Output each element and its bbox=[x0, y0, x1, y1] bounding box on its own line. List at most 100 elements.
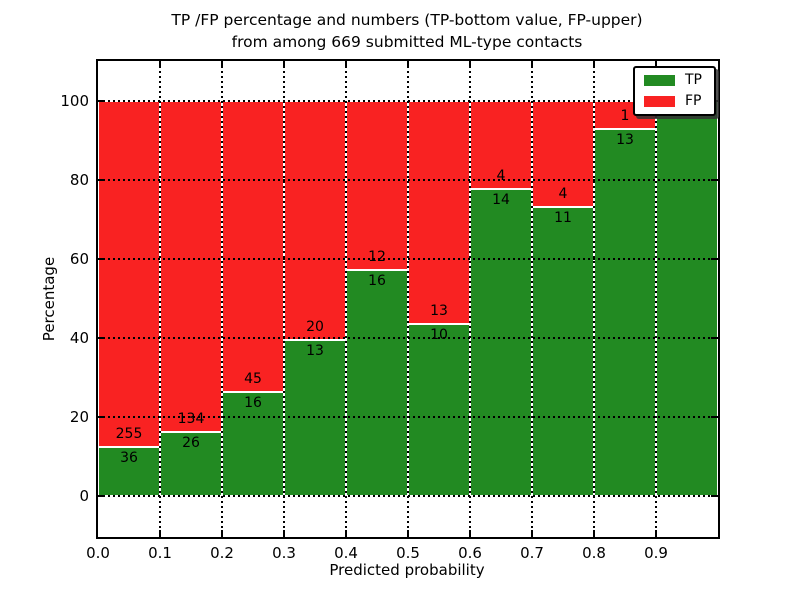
fp-count-label: 13 bbox=[430, 303, 448, 320]
x-tick-mark-top bbox=[655, 61, 657, 68]
fp-count-label: 4 bbox=[496, 167, 506, 184]
bar-tp-segment bbox=[656, 101, 718, 496]
v-gridline bbox=[531, 61, 533, 537]
x-tick-mark-bottom bbox=[283, 530, 285, 537]
y-tick-mark-left bbox=[98, 100, 105, 103]
v-gridline bbox=[593, 61, 595, 537]
x-tick-mark-bottom bbox=[655, 530, 657, 537]
v-gridline bbox=[407, 61, 409, 537]
x-tick-mark-top bbox=[159, 61, 161, 68]
legend-entry-fp: FP bbox=[644, 94, 702, 109]
tp-count-label: 36 bbox=[120, 450, 138, 467]
x-tick-label: 0.5 bbox=[396, 544, 420, 562]
bar-fp-segment bbox=[284, 101, 346, 341]
legend-label-tp: TP bbox=[685, 72, 702, 88]
fp-count-label: 255 bbox=[115, 426, 143, 443]
bar-tp-segment bbox=[346, 270, 408, 496]
x-tick-mark-top bbox=[345, 61, 347, 68]
y-tick-mark-left bbox=[98, 337, 105, 340]
v-gridline bbox=[283, 61, 285, 537]
legend-label-fp: FP bbox=[685, 93, 702, 109]
bar-tp-segment bbox=[284, 340, 346, 496]
tp-count-label: 16 bbox=[244, 395, 262, 412]
fp-swatch-icon bbox=[644, 96, 675, 107]
y-tick-mark-right bbox=[711, 258, 718, 261]
x-tick-mark-top bbox=[283, 61, 285, 68]
fp-count-label: 4 bbox=[558, 185, 568, 202]
legend-entry-tp: TP bbox=[644, 73, 702, 88]
y-tick-mark-left bbox=[98, 494, 105, 497]
bar-fp-segment bbox=[408, 101, 470, 325]
tp-count-label: 26 bbox=[182, 434, 200, 451]
y-tick-label: 100 bbox=[60, 92, 89, 111]
v-gridline bbox=[469, 61, 471, 537]
bar-fp-segment bbox=[98, 101, 160, 448]
tp-count-label: 13 bbox=[616, 132, 634, 149]
tp-count-label: 16 bbox=[368, 273, 386, 290]
y-axis-label: Percentage bbox=[40, 256, 58, 342]
x-tick-label: 0.9 bbox=[644, 544, 668, 562]
y-tick-label: 20 bbox=[69, 408, 89, 426]
x-tick-mark-bottom bbox=[593, 530, 595, 537]
tp-count-label: 14 bbox=[492, 191, 510, 208]
tp-count-label: 10 bbox=[430, 327, 448, 344]
v-gridline bbox=[221, 61, 223, 537]
y-tick-mark-right bbox=[711, 416, 718, 418]
bar-tp-segment bbox=[408, 324, 470, 496]
x-tick-label: 0.6 bbox=[458, 544, 482, 562]
x-tick-mark-bottom bbox=[221, 530, 223, 537]
y-tick-label: 60 bbox=[69, 250, 89, 269]
bar-fp-segment bbox=[160, 101, 222, 432]
x-tick-label: 0.0 bbox=[86, 544, 110, 562]
bar-fp-segment bbox=[222, 101, 284, 393]
bar-tp-segment bbox=[532, 206, 594, 496]
bar-fp-segment bbox=[346, 101, 408, 271]
x-tick-mark-bottom bbox=[407, 530, 409, 537]
x-tick-label: 0.7 bbox=[520, 544, 544, 562]
chart-title: TP /FP percentage and numbers (TP-bottom… bbox=[0, 9, 800, 53]
x-tick-mark-top bbox=[221, 61, 223, 68]
x-tick-mark-bottom bbox=[469, 530, 471, 537]
y-tick-label: 80 bbox=[69, 171, 89, 190]
x-axis-label: Predicted probability bbox=[329, 561, 485, 579]
y-tick-mark-left bbox=[98, 179, 105, 182]
x-tick-mark-top bbox=[469, 61, 471, 68]
x-tick-mark-bottom bbox=[159, 530, 161, 537]
bar-tp-segment bbox=[160, 431, 222, 496]
fp-count-label: 45 bbox=[244, 371, 262, 388]
fp-count-label: 1 bbox=[620, 108, 630, 125]
fp-count-label: 20 bbox=[306, 319, 324, 336]
bar-tp-segment bbox=[594, 129, 656, 496]
bar-tp-segment bbox=[98, 447, 160, 496]
x-tick-mark-top bbox=[531, 61, 533, 68]
x-tick-label: 0.3 bbox=[272, 544, 296, 562]
chart-title-line2: from among 669 submitted ML-type contact… bbox=[231, 33, 583, 51]
y-tick-mark-left bbox=[98, 416, 105, 418]
plot-area: TP FP 255 36 134 26 45 16 20 13 12 16 13 10 4 14 4 11 1 1… bbox=[60, 59, 720, 562]
x-tick-label: 0.2 bbox=[210, 544, 234, 562]
x-tick-mark-top bbox=[407, 61, 409, 68]
y-tick-mark-left bbox=[98, 258, 105, 261]
tp-count-label: 13 bbox=[306, 343, 324, 360]
chart-title-line1: TP /FP percentage and numbers (TP-bottom… bbox=[171, 11, 643, 29]
y-tick-label: 40 bbox=[69, 329, 89, 348]
tp-swatch-icon bbox=[644, 75, 675, 86]
legend: TP FP bbox=[633, 66, 716, 116]
y-tick-label: 0 bbox=[79, 486, 89, 505]
x-tick-label: 0.1 bbox=[148, 544, 172, 562]
x-tick-mark-top bbox=[593, 61, 595, 68]
x-tick-label: 0.8 bbox=[582, 544, 606, 562]
x-tick-mark-bottom bbox=[345, 530, 347, 537]
x-tick-mark-bottom bbox=[531, 530, 533, 537]
tp-count-label: 11 bbox=[554, 209, 572, 226]
v-gridline bbox=[655, 61, 657, 537]
v-gridline bbox=[345, 61, 347, 537]
bar-tp-segment bbox=[470, 188, 532, 496]
y-tick-mark-right bbox=[711, 179, 718, 182]
fp-count-label: 12 bbox=[368, 249, 386, 266]
y-tick-mark-right bbox=[711, 494, 718, 497]
v-gridline bbox=[159, 61, 161, 537]
x-tick-label: 0.4 bbox=[334, 544, 358, 562]
fp-count-label: 134 bbox=[177, 410, 205, 427]
